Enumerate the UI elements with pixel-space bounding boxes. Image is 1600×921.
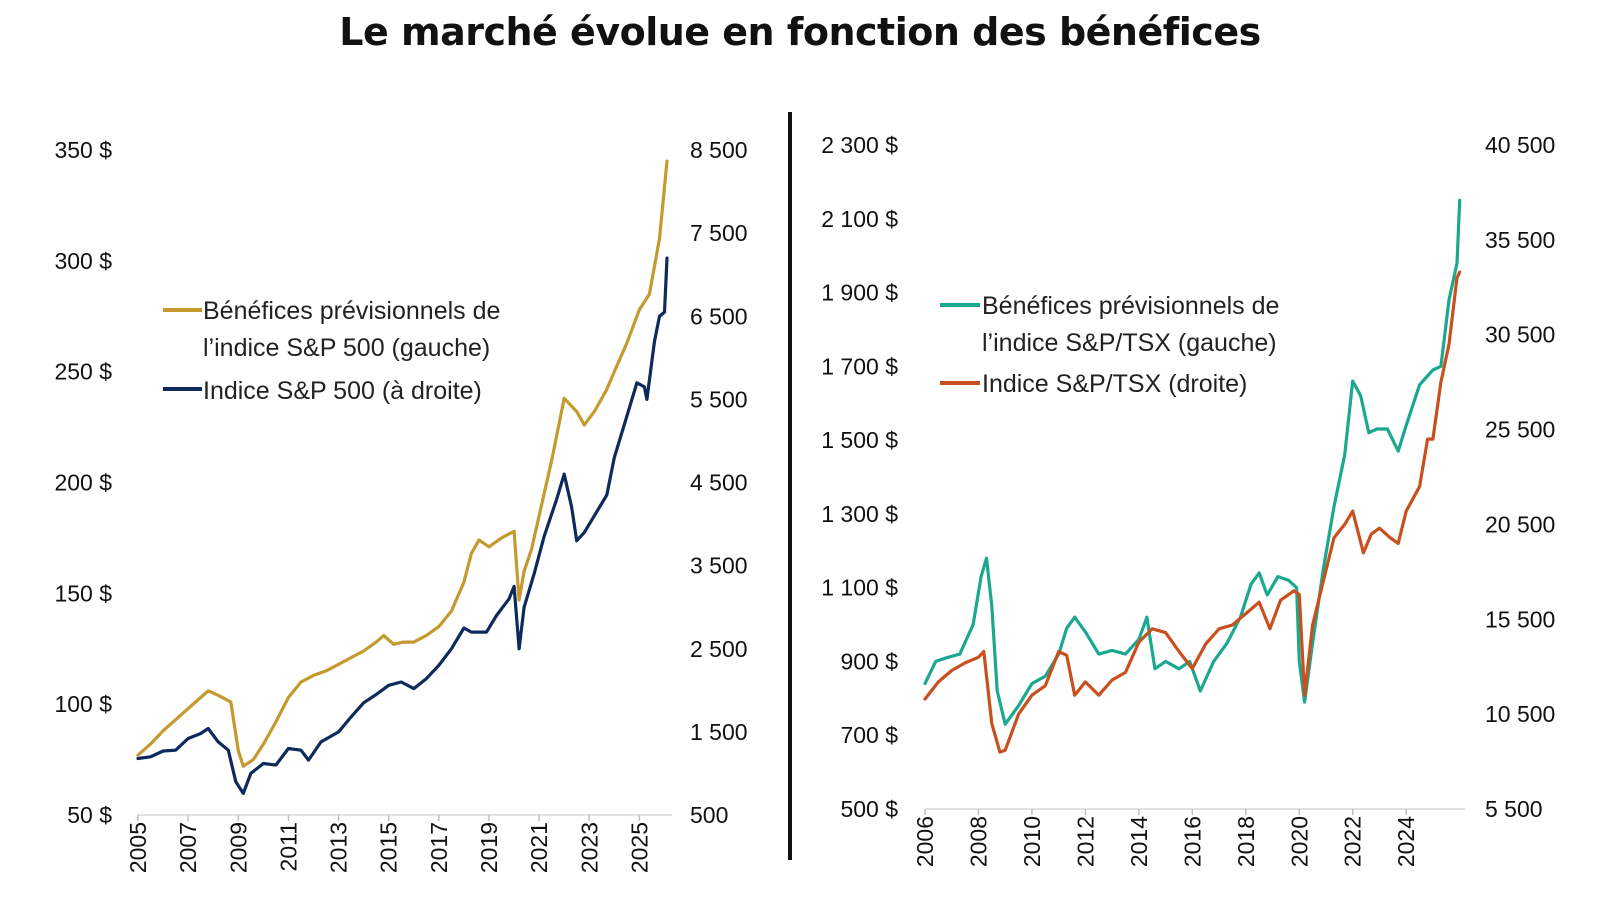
right-left-y-tick-1: 700 $ [840, 722, 898, 748]
left-left-y-tick-4: 250 $ [54, 359, 112, 385]
right-series-line-1 [923, 270, 1462, 754]
left-right-y-tick-8: 8 500 [690, 137, 748, 163]
left-right-y-tick-3: 3 500 [690, 553, 748, 579]
right-legend: Bénéfices prévisionnels de l’indice S&P/… [940, 292, 1279, 398]
right-right-y-tick-3: 20 500 [1485, 511, 1555, 537]
right-x-tick-label-5: 2016 [1179, 816, 1205, 867]
right-left-y-tick-6: 1 700 $ [821, 353, 898, 379]
right-left-y-tick-0: 500 $ [840, 796, 898, 822]
left-legend-label-earnings-line1: Bénéfices prévisionnels de [203, 297, 500, 325]
left-x-tick-label-3: 2011 [275, 822, 301, 871]
left-x-ticks: 2005 2007 2009 2011 2013 2015 2017 2019 2021 2023… [125, 815, 652, 873]
left-y-ticks-right: 500 1 500 2 500 3 500 4 500 5 500 6 500 7 500 8 … [690, 137, 748, 828]
left-series-line-0 [136, 159, 669, 768]
left-right-y-tick-4: 4 500 [690, 470, 748, 496]
right-right-y-tick-1: 10 500 [1485, 701, 1555, 727]
left-left-y-tick-1: 100 $ [54, 691, 112, 717]
left-right-y-tick-6: 6 500 [690, 303, 748, 329]
right-right-y-tick-7: 40 500 [1485, 132, 1555, 158]
left-panel: 2005 2007 2009 2011 2013 2015 2017 2019 2021 2023… [54, 137, 747, 873]
left-series-lines [136, 159, 669, 796]
left-legend: Bénéfices prévisionnels de l’indice S&P … [163, 297, 500, 405]
left-right-y-tick-2: 2 500 [690, 636, 748, 662]
left-right-y-tick-1: 1 500 [690, 719, 748, 745]
left-y-ticks-left: 50 $ 100 $ 150 $ 200 $ 250 $ 300 $ 350 $ [54, 137, 112, 828]
right-legend-label-index: Indice S&P/TSX (droite) [982, 370, 1247, 398]
left-x-tick-label-5: 2015 [376, 822, 402, 873]
left-right-y-tick-7: 7 500 [690, 220, 748, 246]
right-series-lines [923, 198, 1462, 754]
left-left-y-tick-0: 50 $ [67, 802, 112, 828]
right-left-y-tick-4: 1 300 $ [821, 501, 898, 527]
right-right-y-tick-2: 15 500 [1485, 606, 1555, 632]
right-x-ticks: 2006 2008 2010 2012 2014 2016 2018 2020 2022 2024 [912, 809, 1419, 867]
right-x-tick-label-3: 2012 [1072, 816, 1098, 867]
left-x-tick-label-7: 2019 [476, 822, 502, 873]
right-legend-label-earnings-line2: l’indice S&P/TSX (gauche) [982, 329, 1277, 357]
right-x-tick-label-6: 2018 [1233, 816, 1259, 867]
right-x-tick-label-0: 2006 [912, 816, 938, 867]
left-x-tick-label-0: 2005 [125, 822, 151, 873]
right-x-tick-label-1: 2008 [965, 816, 991, 867]
right-x-tick-label-9: 2024 [1393, 816, 1419, 867]
left-right-y-tick-5: 5 500 [690, 386, 748, 412]
right-left-y-tick-7: 1 900 $ [821, 280, 898, 306]
right-right-y-tick-4: 25 500 [1485, 417, 1555, 443]
right-right-y-tick-0: 5 500 [1485, 796, 1543, 822]
right-left-y-tick-9: 2 300 $ [821, 132, 898, 158]
left-left-y-tick-5: 300 $ [54, 248, 112, 274]
left-left-y-tick-3: 200 $ [54, 470, 112, 496]
left-legend-label-earnings-line2: l’indice S&P 500 (gauche) [203, 334, 490, 362]
right-y-ticks-right: 5 500 10 500 15 500 20 500 25 500 30 500 35 50… [1485, 132, 1555, 822]
right-x-tick-label-2: 2010 [1019, 816, 1045, 867]
right-x-tick-label-7: 2020 [1286, 816, 1312, 867]
left-left-y-tick-6: 350 $ [54, 137, 112, 163]
left-x-tick-label-4: 2013 [326, 822, 352, 873]
left-x-tick-label-6: 2017 [426, 822, 452, 873]
right-left-y-tick-3: 1 100 $ [821, 575, 898, 601]
right-right-y-tick-5: 30 500 [1485, 322, 1555, 348]
right-x-tick-label-4: 2014 [1126, 816, 1152, 867]
right-left-y-tick-8: 2 100 $ [821, 206, 898, 232]
left-x-tick-label-8: 2021 [526, 822, 552, 873]
left-x-tick-label-1: 2007 [175, 822, 201, 873]
right-x-tick-label-8: 2022 [1340, 816, 1366, 867]
right-right-y-tick-6: 35 500 [1485, 227, 1555, 253]
right-panel: 2006 2008 2010 2012 2014 2016 2018 2020 2022 2024… [821, 132, 1555, 867]
left-left-y-tick-2: 150 $ [54, 580, 112, 606]
left-right-y-tick-0: 500 [690, 802, 728, 828]
left-legend-label-index: Indice S&P 500 (à droite) [203, 377, 482, 405]
chart-title: Le marché évolue en fonction des bénéfic… [339, 10, 1261, 54]
right-series-line-0 [923, 198, 1462, 726]
right-left-y-tick-5: 1 500 $ [821, 427, 898, 453]
left-x-tick-label-10: 2025 [626, 822, 652, 873]
right-left-y-tick-2: 900 $ [840, 648, 898, 674]
left-series-line-1 [136, 256, 669, 796]
right-y-ticks-left: 500 $ 700 $ 900 $ 1 100 $ 1 300 $ 1 500 $ 1 70… [821, 132, 898, 822]
left-x-tick-label-9: 2023 [576, 822, 602, 873]
right-legend-label-earnings-line1: Bénéfices prévisionnels de [982, 292, 1279, 320]
left-x-tick-label-2: 2009 [225, 822, 251, 873]
